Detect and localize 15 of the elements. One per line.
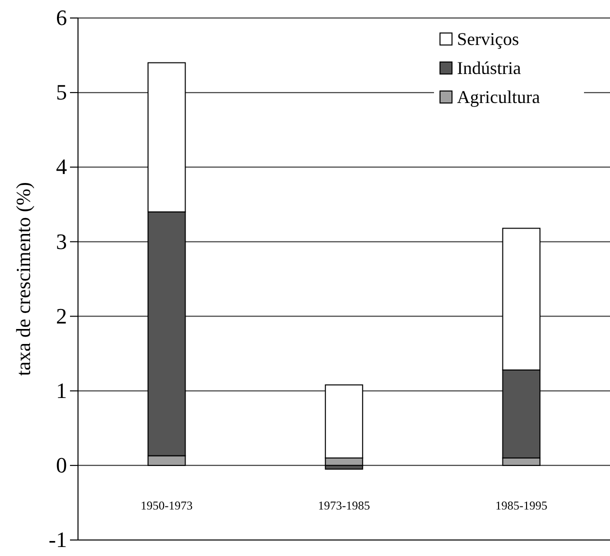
y-tick-label: 4 [56,154,67,180]
legend-label: Agricultura [457,87,540,107]
y-tick-label: 6 [56,5,67,30]
legend-label: Serviços [457,29,519,49]
y-tick-label: 0 [56,452,67,478]
y-axis-title: taxa de crescimento (%) [13,182,35,376]
x-tick-label: 1950-1973 [140,498,193,512]
y-tick-label: 5 [56,80,67,105]
x-tick-label: 1973-1985 [318,498,370,512]
y-tick-label: 1 [56,378,67,403]
y-tick-label: 2 [56,303,67,328]
legend-label: Indústria [457,58,521,78]
y-tick-label: 3 [56,228,67,254]
y-tick-label: -1 [48,527,67,552]
x-tick-label: 1985-1995 [495,498,548,512]
